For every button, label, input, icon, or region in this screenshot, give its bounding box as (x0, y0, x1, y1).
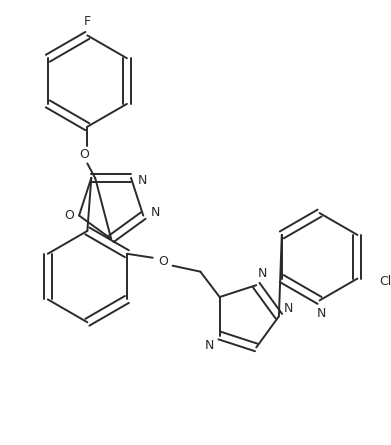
Text: N: N (151, 206, 160, 219)
Text: N: N (317, 307, 326, 320)
Text: O: O (64, 209, 74, 222)
Text: O: O (159, 255, 169, 268)
Text: F: F (84, 15, 91, 28)
Text: Cl: Cl (379, 275, 391, 288)
Text: O: O (79, 148, 89, 161)
Text: N: N (205, 339, 214, 352)
Text: N: N (284, 302, 294, 315)
Text: N: N (258, 267, 267, 280)
Text: N: N (138, 174, 147, 187)
